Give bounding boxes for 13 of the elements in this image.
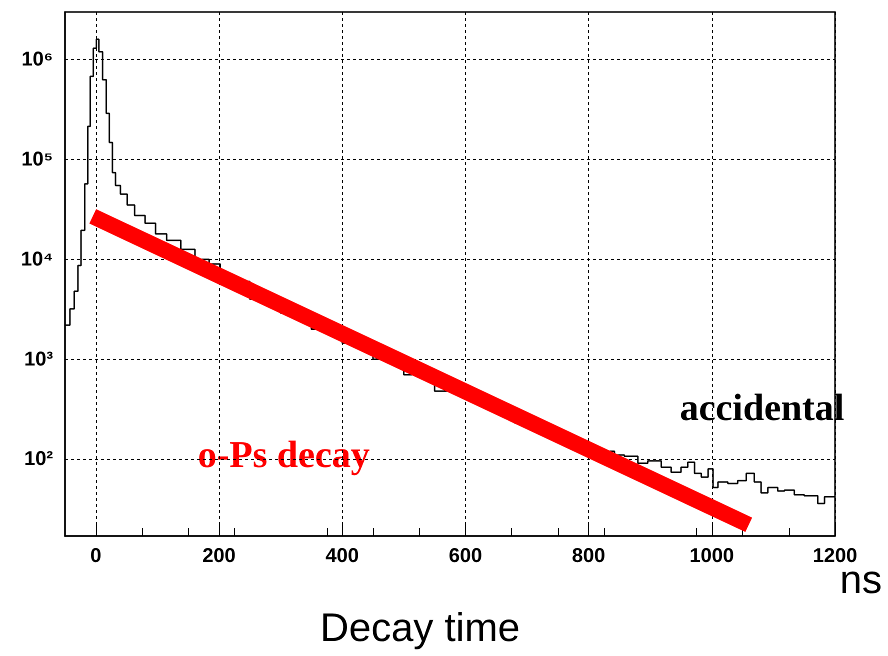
y-tick-label: 10⁵	[21, 148, 53, 171]
y-tick-label: 10³	[24, 348, 54, 370]
x-tick-label: 0	[90, 545, 102, 567]
y-tick-label: 10⁴	[20, 248, 53, 270]
x-tick-label: 400	[326, 545, 359, 567]
x-tick-label: 1000	[690, 545, 734, 567]
x-tick-label: 800	[572, 545, 606, 567]
y-tick-label: 10⁶	[22, 48, 53, 71]
y-tick-label: 10²	[24, 448, 54, 470]
text: o-Ps decay	[198, 434, 370, 476]
x-axis-title: Decay time	[320, 606, 520, 650]
x-tick-label: 200	[202, 545, 236, 567]
x-tick-label: 600	[448, 545, 482, 567]
